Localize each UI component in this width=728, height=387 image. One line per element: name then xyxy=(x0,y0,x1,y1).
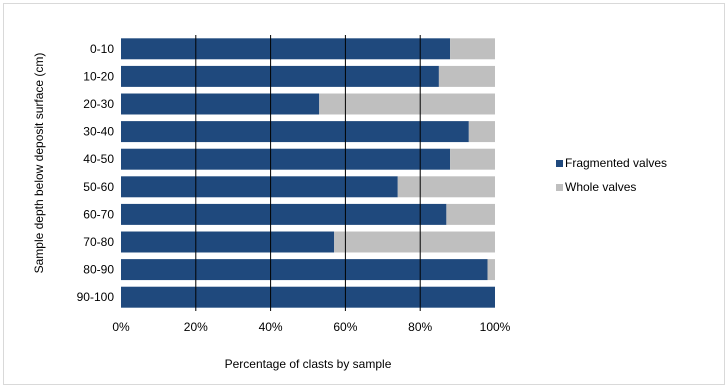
y-tick-label: 80-90 xyxy=(83,263,114,277)
y-tick-label: 90-100 xyxy=(77,290,115,304)
bar-fragmented-40-50 xyxy=(121,148,451,170)
bar-whole-80-90 xyxy=(487,259,495,281)
bar-whole-10-20 xyxy=(438,65,495,87)
y-tick-label: 0-10 xyxy=(90,42,114,56)
bar-whole-60-70 xyxy=(446,203,495,225)
bar-fragmented-20-30 xyxy=(121,93,320,115)
legend-swatch xyxy=(556,160,563,167)
legend: Fragmented valves Whole valves xyxy=(556,156,667,194)
y-tick-label: 10-20 xyxy=(83,69,114,83)
y-axis-title: Sample depth below deposit surface (cm) xyxy=(32,53,46,274)
bar-fragmented-0-10 xyxy=(121,38,451,60)
x-tick-label: 60% xyxy=(333,320,357,334)
bar-whole-20-30 xyxy=(319,93,495,115)
y-tick-label: 60-70 xyxy=(83,207,114,221)
bars-group xyxy=(121,38,495,308)
bar-fragmented-90-100 xyxy=(121,286,495,308)
bar-fragmented-30-40 xyxy=(121,121,469,143)
x-tick-label: 100% xyxy=(480,320,511,334)
bar-fragmented-10-20 xyxy=(121,65,439,87)
x-tick-label: 80% xyxy=(408,320,432,334)
y-tick-label: 70-80 xyxy=(83,235,114,249)
bar-whole-70-80 xyxy=(334,231,495,253)
tick-labels-group: 0-10 10-20 20-30 30-40 40-50 50-60 60-70 70-80 8… xyxy=(77,42,511,334)
bar-fragmented-70-80 xyxy=(121,231,335,253)
bar-whole-30-40 xyxy=(468,121,495,143)
y-tick-label: 40-50 xyxy=(83,152,114,166)
gridlines-group xyxy=(195,35,421,311)
legend-label: Fragmented valves xyxy=(565,156,667,170)
bar-whole-40-50 xyxy=(450,148,495,170)
bar-fragmented-80-90 xyxy=(121,259,488,281)
x-tick-label: 40% xyxy=(259,320,283,334)
bar-whole-50-60 xyxy=(397,176,495,198)
x-tick-label: 20% xyxy=(184,320,208,334)
bar-fragmented-60-70 xyxy=(121,203,447,225)
legend-swatch xyxy=(556,184,563,191)
legend-label: Whole valves xyxy=(565,180,636,194)
y-tick-label: 20-30 xyxy=(83,97,114,111)
x-tick-label: 0% xyxy=(112,320,130,334)
bar-whole-0-10 xyxy=(450,38,495,60)
y-tick-label: 50-60 xyxy=(83,180,114,194)
y-tick-label: 30-40 xyxy=(83,125,114,139)
x-axis-title: Percentage of clasts by sample xyxy=(225,357,392,371)
bar-fragmented-50-60 xyxy=(121,176,398,198)
